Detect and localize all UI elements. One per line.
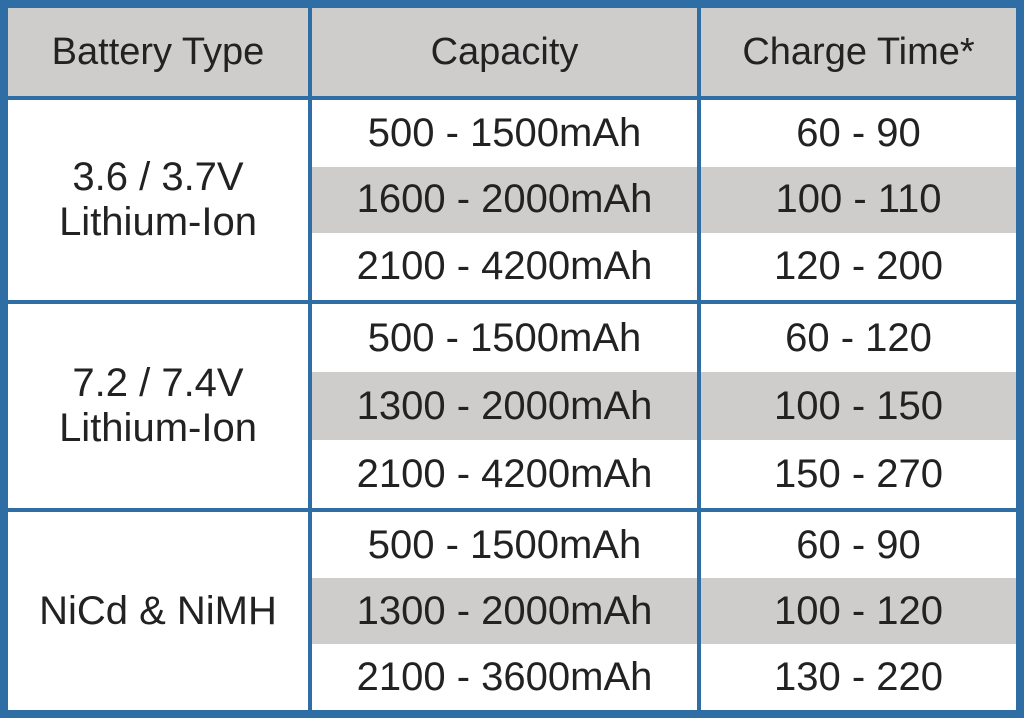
type-cell: 3.6 / 3.7V Lithium-Ion: [8, 100, 308, 300]
charge-time-text: 100 - 150: [773, 383, 944, 428]
header-cell: Battery Type: [8, 8, 308, 96]
charge-time-text: 100 - 110: [775, 177, 942, 222]
charge-time-cell: 100 - 110: [701, 166, 1016, 234]
type-text: 7.2 / 7.4V: [72, 361, 244, 405]
charge-time-cell: 100 - 120: [701, 578, 1016, 644]
charge-time-cell: 60 - 120: [701, 304, 1016, 372]
charge-time-cell: 100 - 150: [701, 372, 1016, 440]
capacity-text: 2100 - 3600mAh: [356, 654, 653, 699]
type-text: NiCd & NiMH: [39, 588, 277, 633]
header-cell: Charge Time*: [701, 8, 1016, 96]
capacity-cell: 2100 - 4200mAh: [312, 233, 697, 300]
charge-time-text: 120 - 200: [773, 244, 944, 289]
capacity-cell: 2100 - 3600mAh: [312, 644, 697, 710]
capacity-text: 500 - 1500mAh: [367, 110, 642, 155]
header-cell: Capacity: [312, 8, 697, 96]
capacity-text: 1300 - 2000mAh: [356, 588, 653, 633]
charge-time-text: 130 - 220: [773, 654, 944, 699]
type-cell: NiCd & NiMH: [8, 512, 308, 710]
capacity-cell: 2100 - 4200mAh: [312, 440, 697, 508]
capacity-text: 1300 - 2000mAh: [356, 383, 653, 428]
charge-time-text: 150 - 270: [773, 451, 944, 496]
header-text: Battery Type: [51, 30, 265, 73]
charge-time-text: 60 - 90: [796, 522, 921, 567]
capacity-cell: 1300 - 2000mAh: [312, 578, 697, 644]
capacity-text: 1600 - 2000mAh: [356, 177, 653, 222]
charge-time-cell: 150 - 270: [701, 440, 1016, 508]
capacity-text: 500 - 1500mAh: [367, 315, 642, 360]
capacity-text: 2100 - 4200mAh: [356, 244, 653, 289]
capacity-cell: 1600 - 2000mAh: [312, 166, 697, 234]
capacity-cell: 1300 - 2000mAh: [312, 372, 697, 440]
charge-time-cell: 130 - 220: [701, 644, 1016, 710]
charge-time-cell: 60 - 90: [701, 100, 1016, 167]
charge-time-text: 60 - 120: [785, 315, 932, 360]
capacity-cell: 500 - 1500mAh: [312, 100, 697, 167]
type-text: 3.6 / 3.7V: [72, 155, 244, 199]
type-text: Lithium-Ion: [59, 200, 257, 244]
charge-time-text: 100 - 120: [773, 588, 944, 633]
type-text: Lithium-Ion: [59, 406, 257, 450]
header-text: Charge Time*: [742, 30, 975, 73]
type-cell: 7.2 / 7.4V Lithium-Ion: [8, 304, 308, 508]
capacity-text: 500 - 1500mAh: [367, 522, 642, 567]
charge-time-text: 60 - 90: [796, 110, 921, 155]
header-text: Capacity: [430, 30, 579, 73]
capacity-cell: 500 - 1500mAh: [312, 512, 697, 578]
charge-time-cell: 60 - 90: [701, 512, 1016, 578]
capacity-text: 2100 - 4200mAh: [356, 451, 653, 496]
capacity-cell: 500 - 1500mAh: [312, 304, 697, 372]
charge-time-cell: 120 - 200: [701, 233, 1016, 300]
